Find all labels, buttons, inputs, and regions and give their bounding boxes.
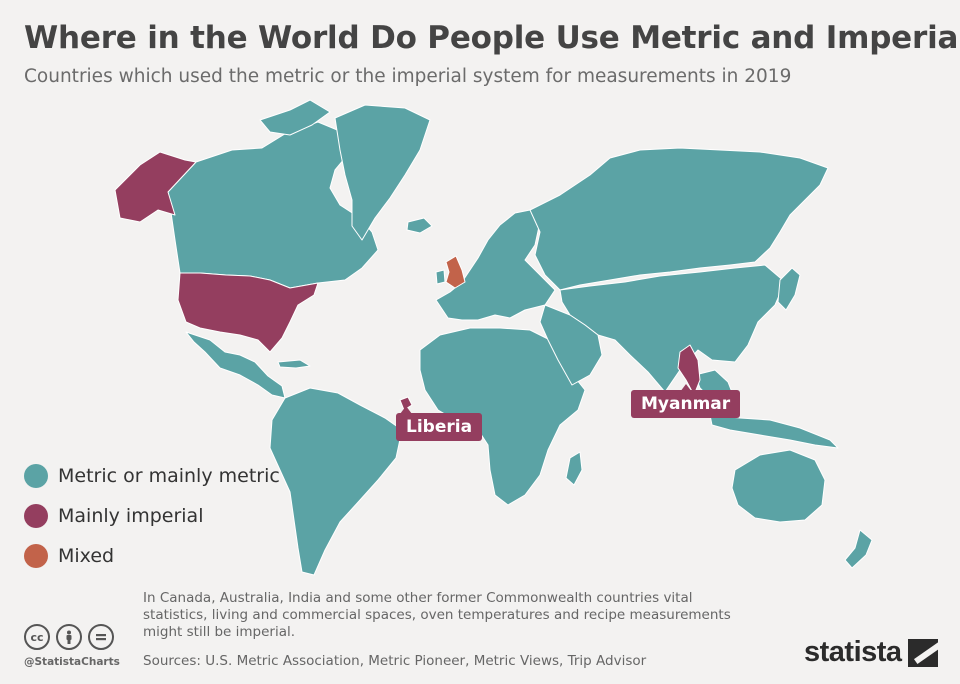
region-middle-east bbox=[539, 304, 603, 386]
region-indonesia bbox=[709, 414, 839, 449]
myanmar-callout: Myanmar bbox=[631, 390, 741, 418]
region-ireland bbox=[435, 269, 446, 285]
legend-item-metric: Metric or mainly metric bbox=[24, 456, 280, 496]
region-caribbean bbox=[277, 359, 311, 369]
legend-item-imperial: Mainly imperial bbox=[24, 496, 280, 536]
license-icons: cc bbox=[24, 624, 114, 650]
region-iceland bbox=[406, 217, 433, 234]
brand-wordmark: statista bbox=[804, 636, 902, 668]
region-south-america bbox=[269, 387, 403, 576]
liberia-callout-pointer bbox=[400, 406, 412, 414]
region-arctic-islands bbox=[259, 99, 331, 136]
legend-item-mixed: Mixed bbox=[24, 536, 280, 576]
statista-mark-icon bbox=[907, 638, 938, 667]
by-icon bbox=[56, 624, 82, 650]
region-alaska bbox=[114, 151, 197, 223]
legend-swatch-mixed bbox=[24, 544, 48, 568]
liberia-callout: Liberia bbox=[396, 413, 483, 441]
region-asia bbox=[559, 264, 786, 393]
sources-text: Sources: U.S. Metric Association, Metric… bbox=[143, 653, 647, 669]
social-handle: @StatistaCharts bbox=[24, 656, 120, 668]
region-united-kingdom bbox=[445, 255, 466, 289]
legend-label-mixed: Mixed bbox=[58, 545, 115, 567]
page-title: Where in the World Do People Use Metric … bbox=[24, 20, 960, 56]
legend-label-imperial: Mainly imperial bbox=[58, 505, 204, 527]
region-liberia bbox=[399, 396, 413, 411]
region-myanmar bbox=[677, 344, 701, 396]
region-japan bbox=[777, 267, 801, 311]
legend-swatch-metric bbox=[24, 464, 48, 488]
footnote: In Canada, Australia, India and some oth… bbox=[143, 590, 731, 640]
region-australia bbox=[731, 449, 826, 523]
nd-icon bbox=[88, 624, 114, 650]
region-usa bbox=[177, 272, 319, 353]
statista-logo[interactable]: statista bbox=[804, 636, 938, 669]
region-europe bbox=[435, 209, 556, 321]
cc-icon: cc bbox=[24, 624, 50, 650]
page-subtitle: Countries which used the metric or the i… bbox=[24, 66, 792, 87]
legend-swatch-imperial bbox=[24, 504, 48, 528]
region-greenland bbox=[334, 104, 431, 241]
region-madagascar bbox=[565, 451, 583, 486]
legend-label-metric: Metric or mainly metric bbox=[58, 465, 280, 487]
region-russia bbox=[529, 147, 829, 291]
region-new-zealand bbox=[844, 529, 873, 569]
legend: Metric or mainly metric Mainly imperial … bbox=[24, 456, 280, 576]
